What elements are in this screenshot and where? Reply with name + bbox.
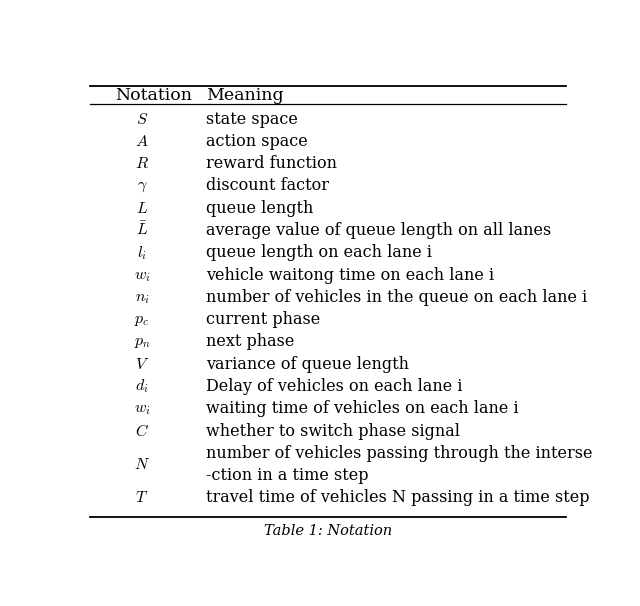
Text: $\gamma$: $\gamma$ [137, 178, 147, 195]
Text: $n_i$: $n_i$ [134, 289, 150, 306]
Text: reward function: reward function [207, 155, 337, 172]
Text: queue length: queue length [207, 200, 314, 217]
Text: $C$: $C$ [135, 422, 149, 439]
Text: waiting time of vehicles on each lane i: waiting time of vehicles on each lane i [207, 400, 519, 418]
Text: vehicle waitong time on each lane i: vehicle waitong time on each lane i [207, 267, 495, 284]
Text: action space: action space [207, 133, 308, 150]
Text: whether to switch phase signal: whether to switch phase signal [207, 422, 461, 439]
Text: state space: state space [207, 110, 298, 127]
Text: travel time of vehicles N passing in a time step: travel time of vehicles N passing in a t… [207, 490, 590, 507]
Text: $d_i$: $d_i$ [135, 378, 149, 395]
Text: Meaning: Meaning [207, 87, 284, 104]
Text: $p_c$: $p_c$ [134, 311, 150, 328]
Text: discount factor: discount factor [207, 178, 330, 195]
Text: current phase: current phase [207, 311, 321, 328]
Text: $\bar{L}$: $\bar{L}$ [136, 222, 148, 239]
Text: $l_i$: $l_i$ [137, 244, 147, 262]
Text: -ction in a time step: -ction in a time step [207, 467, 369, 484]
Text: Notation: Notation [115, 87, 192, 104]
Text: next phase: next phase [207, 333, 295, 350]
Text: $V$: $V$ [135, 356, 149, 373]
Text: Delay of vehicles on each lane i: Delay of vehicles on each lane i [207, 378, 463, 395]
Text: $p_n$: $p_n$ [134, 333, 150, 350]
Text: queue length on each lane i: queue length on each lane i [207, 244, 433, 261]
Text: $S$: $S$ [136, 110, 148, 127]
Text: number of vehicles passing through the interse: number of vehicles passing through the i… [207, 445, 593, 462]
Text: $L$: $L$ [136, 200, 148, 217]
Text: $w_i$: $w_i$ [134, 400, 150, 418]
Text: Table 1: Notation: Table 1: Notation [264, 524, 392, 538]
Text: $T$: $T$ [136, 490, 148, 507]
Text: variance of queue length: variance of queue length [207, 356, 410, 373]
Text: $R$: $R$ [135, 155, 149, 172]
Text: $A$: $A$ [135, 133, 148, 150]
Text: average value of queue length on all lanes: average value of queue length on all lan… [207, 222, 552, 239]
Text: number of vehicles in the queue on each lane i: number of vehicles in the queue on each … [207, 289, 588, 306]
Text: $w_i$: $w_i$ [134, 267, 150, 284]
Text: $N$: $N$ [134, 456, 150, 473]
